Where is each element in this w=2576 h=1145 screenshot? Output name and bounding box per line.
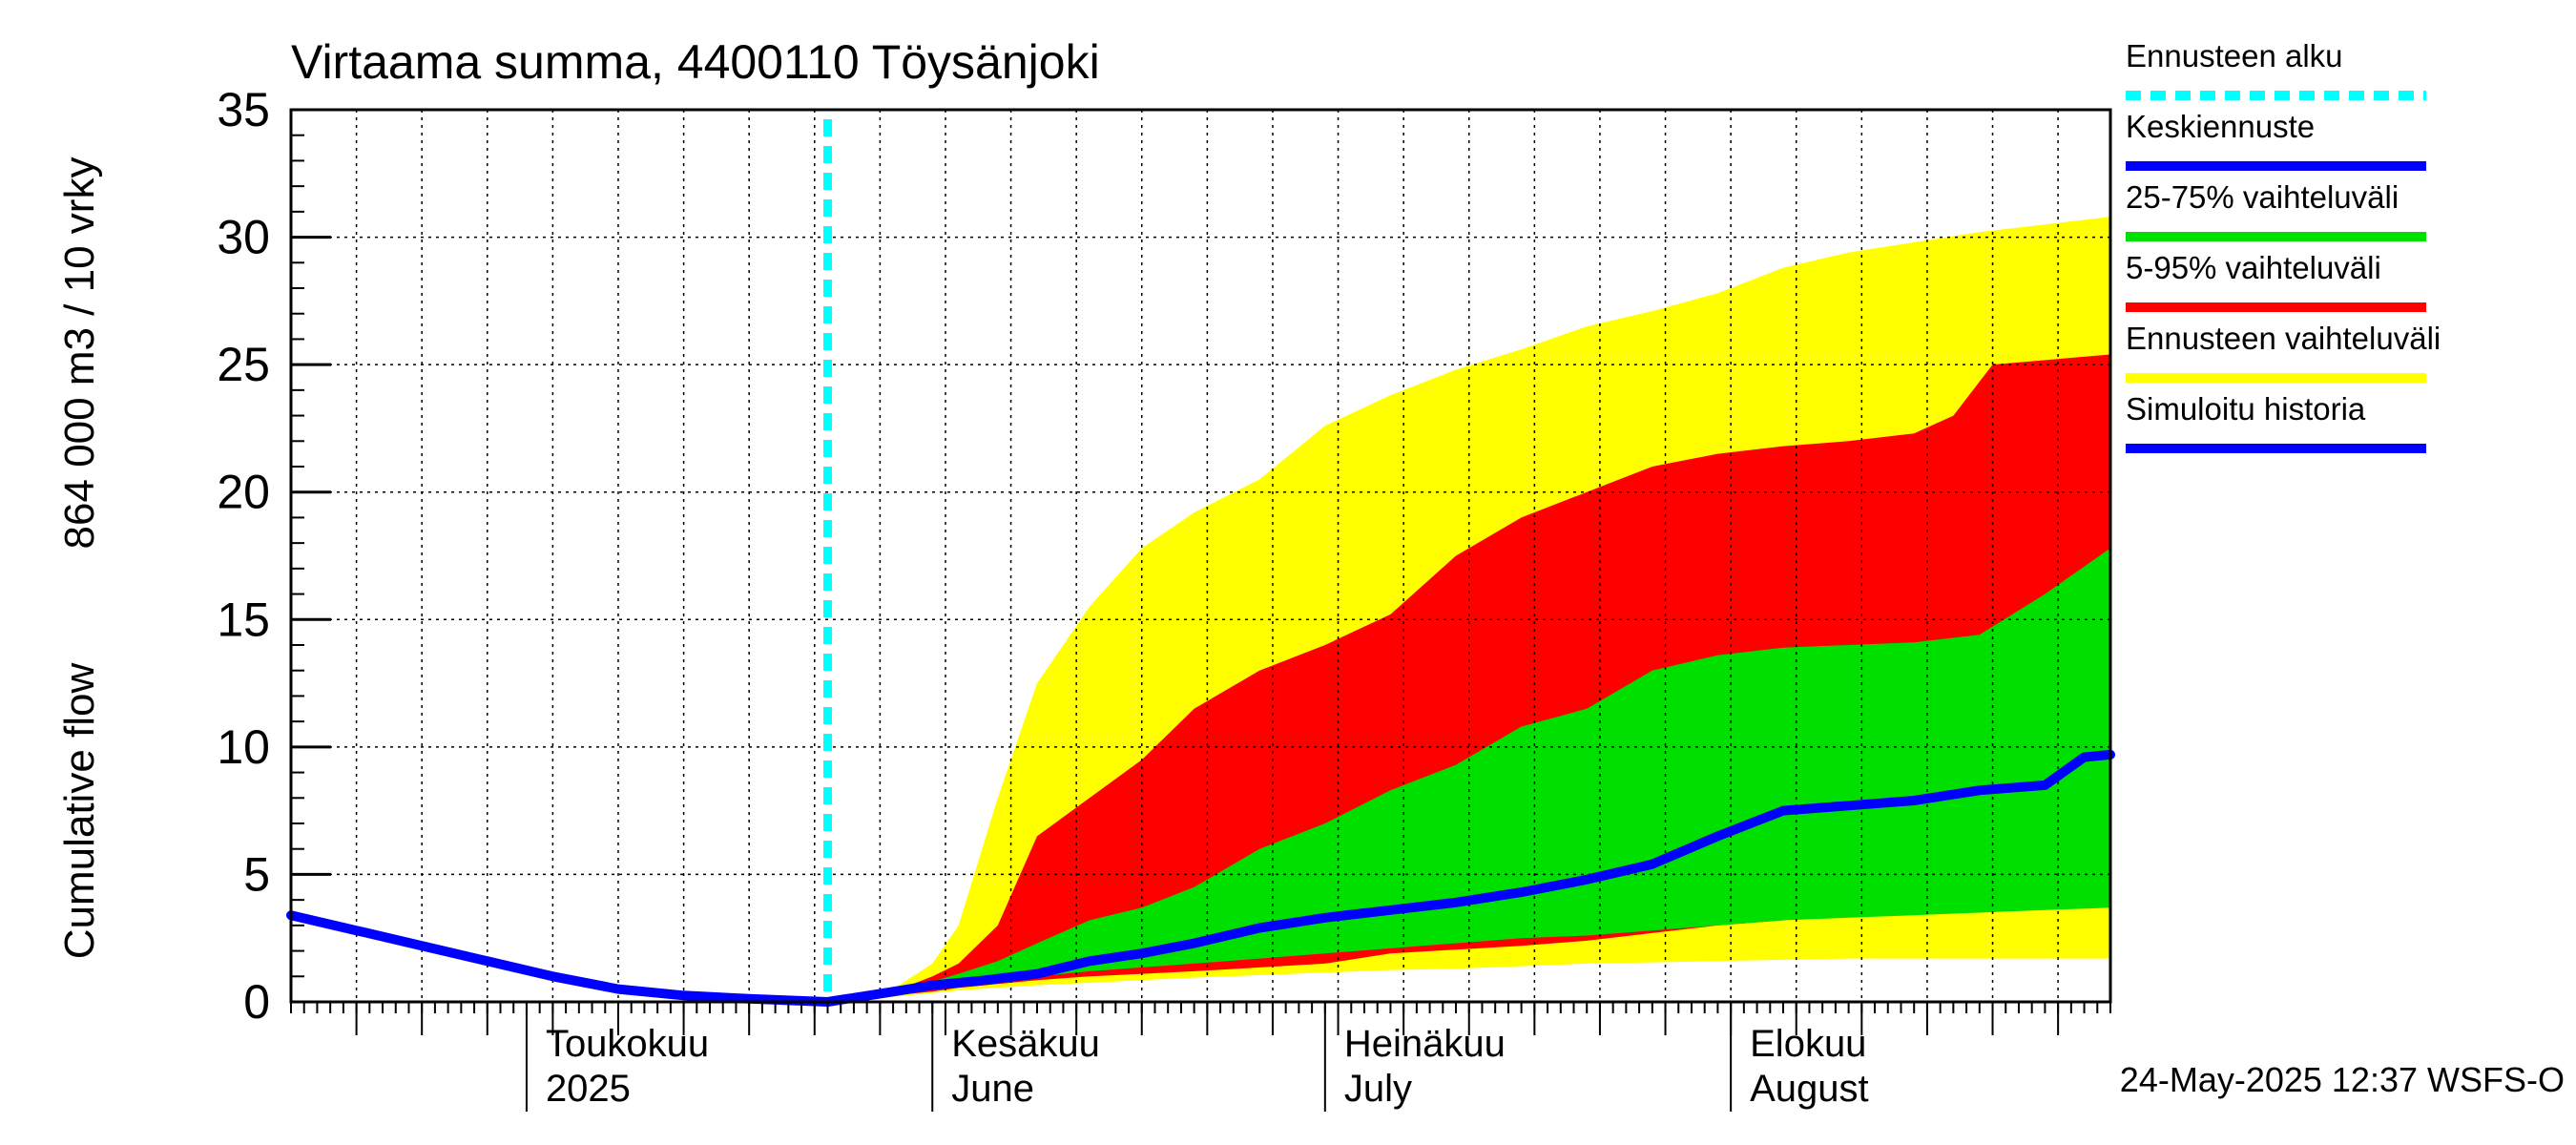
grid-lines — [291, 110, 2110, 1002]
legend-label: Keskiennuste — [2126, 109, 2315, 144]
legend-label: Ennusteen vaihteluväli — [2126, 321, 2441, 356]
x-month-label: Elokuu — [1750, 1023, 1866, 1065]
x-month-sublabel: June — [951, 1068, 1034, 1110]
chart-title: Virtaama summa, 4400110 Töysänjoki — [291, 35, 1100, 89]
legend-label: 25-75% vaihteluväli — [2126, 179, 2399, 215]
y-tick-label: 0 — [243, 975, 270, 1029]
y-tick-label: 20 — [217, 466, 270, 519]
legend: Ennusteen alku Keskiennuste 25-75% vaihtel… — [2126, 38, 2441, 453]
y-tick-label: 15 — [217, 593, 270, 646]
y-tick-label: 10 — [217, 720, 270, 774]
y-tick-label: 5 — [243, 847, 270, 901]
line-median-forecast — [822, 749, 2115, 1007]
plot-frame — [289, 108, 2112, 1004]
legend-label: Ennusteen alku — [2126, 38, 2343, 73]
legend-label: 5-95% vaihteluväli — [2126, 250, 2381, 285]
y-tick-label: 35 — [217, 83, 270, 136]
series-lines — [286, 749, 2115, 1007]
line-history — [286, 910, 833, 1007]
axes: 05101520253035Toukokuu2025KesäkuuJuneHei… — [217, 83, 2112, 1112]
x-month-label: Heinäkuu — [1344, 1023, 1506, 1065]
x-month-sublabel: 2025 — [546, 1068, 631, 1110]
x-month-label: Toukokuu — [546, 1023, 709, 1065]
x-month-sublabel: August — [1750, 1068, 1869, 1110]
x-month-label: Kesäkuu — [951, 1023, 1100, 1065]
footer-timestamp: 24-May-2025 12:37 WSFS-O — [2120, 1060, 2565, 1099]
legend-label: Simuloitu historia — [2126, 391, 2366, 427]
y-axis-title-right: 864 000 m3 / 10 vrky — [56, 157, 103, 550]
y-axis-titles: Cumulative flow 864 000 m3 / 10 vrky — [56, 157, 103, 960]
y-tick-label: 30 — [217, 211, 270, 264]
x-month-sublabel: July — [1344, 1068, 1412, 1110]
y-tick-label: 25 — [217, 338, 270, 391]
y-axis-title-left: Cumulative flow — [56, 663, 103, 960]
